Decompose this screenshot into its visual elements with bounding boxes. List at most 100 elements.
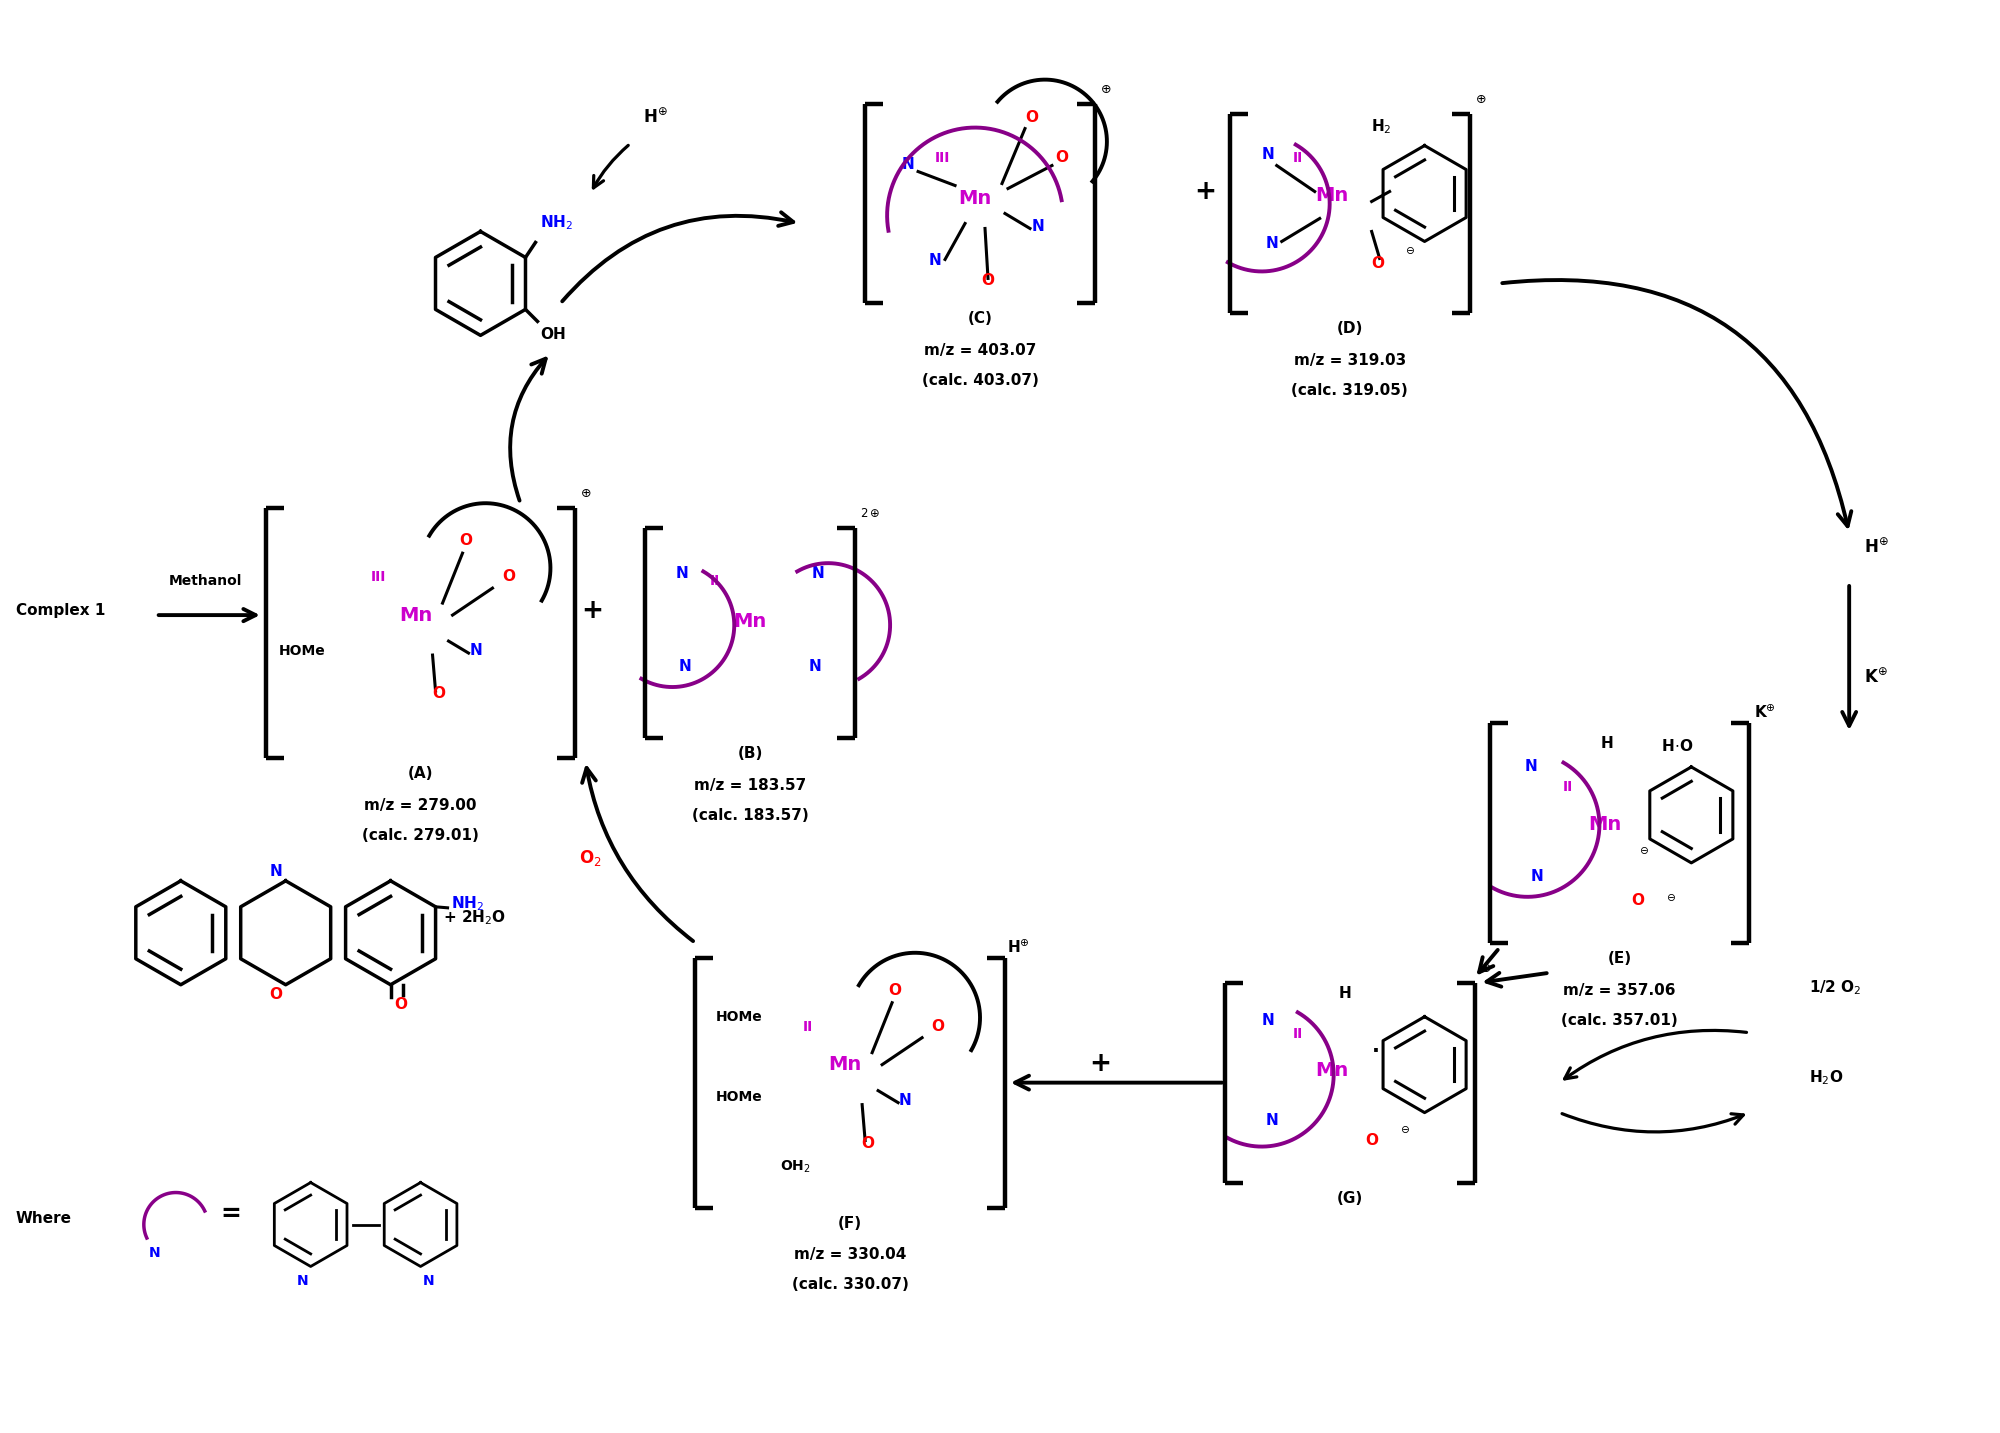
Text: II: II: [804, 1020, 814, 1033]
Text: II: II: [710, 575, 720, 588]
Text: II: II: [1292, 1026, 1302, 1040]
Text: N: N: [1266, 236, 1278, 251]
Text: (calc. 319.05): (calc. 319.05): [1292, 383, 1408, 398]
Text: O: O: [394, 997, 408, 1012]
Text: HOMe: HOMe: [716, 1010, 762, 1023]
Text: O: O: [270, 987, 282, 1002]
Text: (C): (C): [968, 311, 992, 327]
Text: H$^{\oplus}$: H$^{\oplus}$: [642, 109, 668, 128]
Text: II: II: [1562, 780, 1572, 794]
Text: N: N: [1266, 1112, 1278, 1128]
Text: Mn: Mn: [398, 606, 432, 625]
Text: N: N: [422, 1274, 434, 1288]
Text: NH$_2$: NH$_2$: [450, 894, 484, 913]
Text: O: O: [432, 686, 446, 701]
Text: O: O: [1366, 1132, 1378, 1148]
Text: HOMe: HOMe: [278, 643, 326, 658]
Text: (E): (E): [1608, 950, 1632, 966]
Text: (calc. 330.07): (calc. 330.07): [792, 1277, 908, 1293]
Text: Where: Where: [16, 1211, 72, 1225]
Text: NH$_2$: NH$_2$: [540, 214, 574, 232]
Text: OH$_2$: OH$_2$: [780, 1158, 810, 1175]
Text: N: N: [470, 643, 482, 658]
Text: H$_2$: H$_2$: [1372, 118, 1392, 136]
Text: (F): (F): [838, 1215, 862, 1231]
Text: $^{2\oplus}$: $^{2\oplus}$: [860, 509, 880, 527]
Text: N: N: [148, 1247, 160, 1261]
Text: O: O: [1056, 149, 1068, 165]
Text: O: O: [502, 569, 514, 585]
Text: O: O: [932, 1019, 944, 1033]
Text: (calc. 279.01): (calc. 279.01): [362, 828, 478, 843]
Text: N: N: [1532, 868, 1544, 884]
Text: Complex 1: Complex 1: [16, 603, 106, 618]
Text: $^{\oplus}$: $^{\oplus}$: [1100, 85, 1112, 103]
Text: $^{\oplus}$: $^{\oplus}$: [1474, 95, 1486, 113]
Text: O: O: [982, 274, 994, 288]
Text: N: N: [296, 1274, 308, 1288]
Text: (B): (B): [738, 747, 762, 761]
Text: N: N: [928, 254, 942, 268]
Text: $^{\ominus}$: $^{\ominus}$: [1666, 893, 1676, 909]
Text: N: N: [808, 659, 822, 674]
Text: =: =: [220, 1201, 242, 1225]
Text: N: N: [676, 566, 688, 582]
Text: H: H: [1338, 986, 1352, 1000]
Text: $^{\ominus}$: $^{\ominus}$: [1404, 246, 1414, 261]
Text: N: N: [678, 659, 692, 674]
Text: III: III: [370, 570, 386, 585]
Text: Mn: Mn: [1588, 815, 1622, 834]
Text: N: N: [270, 864, 282, 878]
Text: O: O: [1026, 109, 1038, 125]
Text: N: N: [1262, 146, 1274, 162]
Text: m/z = 330.04: m/z = 330.04: [794, 1248, 906, 1262]
Text: III: III: [934, 150, 950, 165]
Text: HOMe: HOMe: [716, 1089, 762, 1103]
Text: Mn: Mn: [1316, 1062, 1348, 1080]
Text: +: +: [1088, 1050, 1110, 1076]
Text: (A): (A): [408, 767, 434, 781]
Text: Mn: Mn: [828, 1055, 862, 1075]
Text: Mn: Mn: [734, 612, 766, 631]
Text: O$_2$: O$_2$: [580, 848, 602, 868]
Text: (D): (D): [1336, 321, 1362, 337]
Text: $^{\oplus}$: $^{\oplus}$: [1480, 964, 1492, 982]
Text: K$^{\oplus}$: K$^{\oplus}$: [1864, 669, 1888, 688]
Text: +: +: [1194, 179, 1216, 205]
Text: N: N: [812, 566, 824, 582]
Text: m/z = 319.03: m/z = 319.03: [1294, 354, 1406, 368]
Text: O: O: [1630, 893, 1644, 909]
Text: (G): (G): [1336, 1191, 1362, 1205]
Text: N: N: [898, 1092, 912, 1108]
Text: $^{\ominus}$: $^{\ominus}$: [1400, 1125, 1410, 1141]
Text: O: O: [888, 983, 902, 997]
Text: O: O: [460, 533, 472, 549]
Text: $^{\oplus}$: $^{\oplus}$: [580, 489, 592, 507]
Text: H$^{\oplus}$: H$^{\oplus}$: [1864, 539, 1888, 557]
Text: Methanol: Methanol: [170, 575, 242, 588]
Text: N: N: [1262, 1013, 1274, 1027]
Text: O: O: [862, 1135, 874, 1151]
Text: m/z = 183.57: m/z = 183.57: [694, 778, 806, 792]
Text: m/z = 403.07: m/z = 403.07: [924, 344, 1036, 358]
Text: m/z = 279.00: m/z = 279.00: [364, 798, 476, 813]
Text: 1/2 O$_2$: 1/2 O$_2$: [1810, 979, 1862, 997]
Text: (calc. 183.57): (calc. 183.57): [692, 808, 808, 823]
Text: OH: OH: [540, 327, 566, 342]
Text: N: N: [902, 156, 914, 172]
Text: N: N: [1032, 219, 1044, 235]
Text: N: N: [1526, 759, 1538, 774]
Text: H$\!\cdot\!$O: H$\!\cdot\!$O: [1662, 738, 1694, 754]
Text: $^{\ominus}$: $^{\ominus}$: [1640, 845, 1650, 861]
Text: + 2H$_2$O: + 2H$_2$O: [444, 909, 506, 927]
Text: m/z = 357.06: m/z = 357.06: [1564, 983, 1676, 997]
Text: H: H: [1602, 737, 1614, 751]
Text: II: II: [1292, 150, 1302, 165]
Text: Mn: Mn: [1316, 186, 1348, 205]
Text: (calc. 357.01): (calc. 357.01): [1562, 1013, 1678, 1027]
Text: Mn: Mn: [958, 189, 992, 208]
Text: K$^{\oplus}$: K$^{\oplus}$: [1754, 704, 1776, 721]
Text: $\mathbf{\cdot}$: $\mathbf{\cdot}$: [1370, 1039, 1378, 1059]
Text: (calc. 403.07): (calc. 403.07): [922, 374, 1038, 388]
Text: H$_2$O: H$_2$O: [1810, 1069, 1844, 1088]
